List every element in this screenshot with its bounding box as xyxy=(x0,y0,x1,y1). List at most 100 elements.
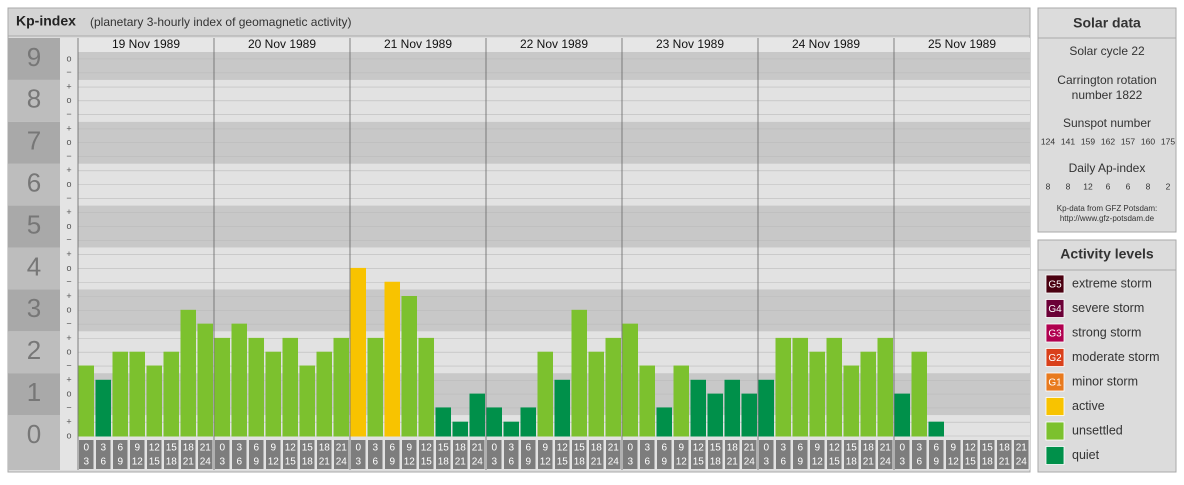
hour-to: 18 xyxy=(574,457,586,468)
hour-box xyxy=(232,440,247,469)
solar-panel xyxy=(1037,7,1177,233)
hour-from: 21 xyxy=(336,443,348,454)
hour-to: 18 xyxy=(846,457,858,468)
minor-tick-label: − xyxy=(66,235,71,245)
hour-box xyxy=(776,440,791,469)
bar xyxy=(656,407,672,437)
hour-to: 15 xyxy=(557,457,569,468)
bar xyxy=(877,337,893,437)
minor-tick-label: o xyxy=(66,179,71,189)
hour-from: 21 xyxy=(200,443,212,454)
hour-box xyxy=(963,440,978,469)
y-tick-label: 3 xyxy=(27,293,41,323)
hour-from: 12 xyxy=(829,443,841,454)
minor-tick-label: + xyxy=(66,249,71,259)
hour-from: 3 xyxy=(508,443,514,454)
band xyxy=(8,163,60,206)
solar-text: 124 xyxy=(1041,136,1055,146)
hour-from: 12 xyxy=(557,443,569,454)
y-tick-label: 8 xyxy=(27,84,41,114)
hour-from: 9 xyxy=(406,443,412,454)
hour-box xyxy=(181,440,196,469)
hour-box xyxy=(861,440,876,469)
hour-box xyxy=(487,440,502,469)
y-tick-label: 0 xyxy=(27,419,41,449)
date-label: 20 Nov 1989 xyxy=(248,37,316,51)
hour-box xyxy=(419,440,434,469)
y-tick-label: 1 xyxy=(27,377,41,407)
minor-column xyxy=(60,38,78,470)
hour-to: 24 xyxy=(472,457,484,468)
hour-to: 24 xyxy=(1016,457,1028,468)
hour-from: 15 xyxy=(574,443,586,454)
solar-text: Solar data xyxy=(1073,15,1141,31)
hour-from: 21 xyxy=(880,443,892,454)
legend-label: severe storm xyxy=(1072,301,1144,315)
date-label: 21 Nov 1989 xyxy=(384,37,452,51)
hour-to: 6 xyxy=(372,457,378,468)
minor-tick-label: − xyxy=(66,109,71,119)
hour-to: 9 xyxy=(117,457,123,468)
hour-from: 6 xyxy=(933,443,939,454)
band xyxy=(8,415,60,470)
solar-text: 175 xyxy=(1161,136,1175,146)
bar xyxy=(299,365,315,437)
bar xyxy=(520,407,536,437)
hour-box xyxy=(334,440,349,469)
bar xyxy=(724,379,740,437)
minor-tick-label: + xyxy=(66,291,71,301)
hour-from: 12 xyxy=(421,443,433,454)
hour-from: 12 xyxy=(693,443,705,454)
minor-tick-label: + xyxy=(66,123,71,133)
bar xyxy=(367,337,383,437)
hour-box xyxy=(844,440,859,469)
legend-label: minor storm xyxy=(1072,374,1138,388)
hour-from: 18 xyxy=(863,443,875,454)
legend-badge: G2 xyxy=(1048,353,1062,364)
band xyxy=(8,79,60,122)
hour-box xyxy=(113,440,128,469)
hour-to: 15 xyxy=(421,457,433,468)
minor-tick-label: o xyxy=(66,263,71,273)
minor-tick-label: − xyxy=(66,151,71,161)
y-tick-label: 4 xyxy=(27,251,41,281)
bar xyxy=(282,337,298,437)
bar xyxy=(928,421,944,437)
hour-to: 24 xyxy=(744,457,756,468)
bar xyxy=(78,365,94,437)
hour-to: 15 xyxy=(965,457,977,468)
hour-box xyxy=(606,440,621,469)
hour-box xyxy=(470,440,485,469)
solar-text: number 1822 xyxy=(1072,88,1143,102)
minor-tick-label: o xyxy=(66,95,71,105)
bar xyxy=(146,365,162,437)
hour-box xyxy=(504,440,519,469)
hour-from: 0 xyxy=(763,443,769,454)
hour-to: 21 xyxy=(319,457,331,468)
bar xyxy=(588,351,604,437)
hour-box xyxy=(759,440,774,469)
hour-box xyxy=(300,440,315,469)
hour-to: 24 xyxy=(336,457,348,468)
bar xyxy=(214,337,230,437)
legend-swatch xyxy=(1045,372,1065,392)
band xyxy=(8,247,60,290)
bar xyxy=(95,379,111,437)
hour-from: 9 xyxy=(950,443,956,454)
hour-to: 9 xyxy=(389,457,395,468)
hour-to: 21 xyxy=(863,457,875,468)
hour-from: 6 xyxy=(797,443,803,454)
solar-text: http://www.gfz-potsdam.de xyxy=(1060,214,1155,223)
bar xyxy=(112,351,128,437)
date-strip xyxy=(78,38,1030,52)
hour-from: 3 xyxy=(100,443,106,454)
y-tick-label: 6 xyxy=(27,168,41,198)
hour-box xyxy=(521,440,536,469)
bar xyxy=(486,407,502,437)
hour-to: 15 xyxy=(693,457,705,468)
hour-to: 3 xyxy=(899,457,905,468)
solar-text: 157 xyxy=(1121,136,1135,146)
hour-to: 3 xyxy=(83,457,89,468)
minor-tick-label: o xyxy=(66,53,71,63)
